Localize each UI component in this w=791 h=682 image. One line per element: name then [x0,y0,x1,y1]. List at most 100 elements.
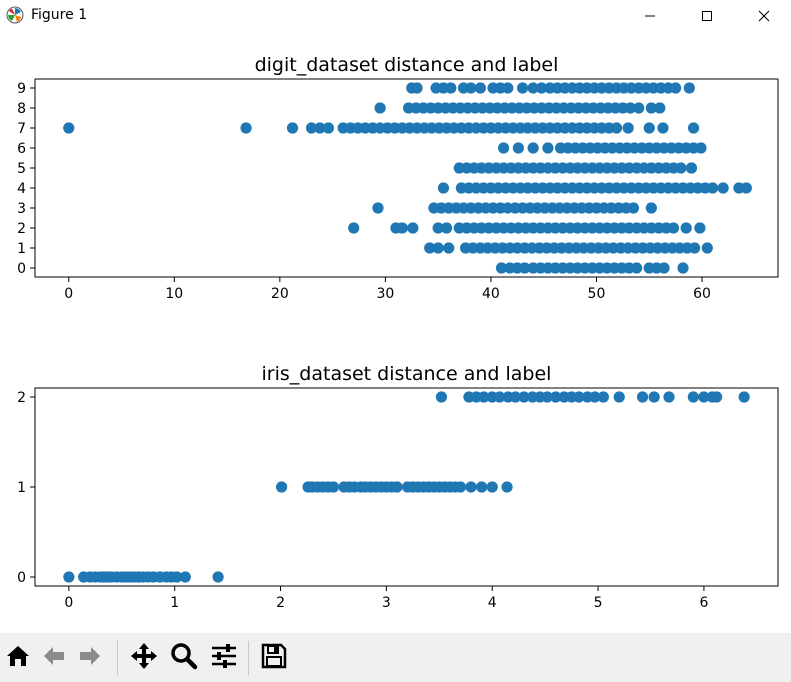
x-tick-label: 1 [170,595,179,611]
data-point [327,481,340,493]
data-point [518,391,530,403]
axes-frame [34,78,779,278]
pan-button[interactable] [128,642,160,674]
data-point [494,391,506,403]
y-tick-label: 0 [17,570,26,586]
x-tick-label: 5 [594,595,603,611]
forward-arrow-icon [76,642,104,674]
data-point [695,142,707,154]
configure-subplots-button[interactable] [208,642,240,674]
minimize-button[interactable] [627,0,673,32]
data-point [685,162,698,174]
data-point [478,391,490,403]
x-tick-label: 60 [693,286,711,302]
data-point [654,102,666,114]
y-tick-label: 2 [17,221,26,237]
y-tick-label: 1 [17,480,26,496]
data-point [645,102,657,114]
data-point [550,391,562,403]
data-point [476,481,488,493]
data-point [501,481,513,493]
back-button[interactable] [38,642,70,674]
data-point [643,122,655,134]
data-point [445,82,457,94]
y-tick-label: 0 [17,261,26,277]
data-point [630,262,643,274]
data-point [740,182,752,194]
y-tick-label: 6 [17,141,26,157]
y-tick-label: 9 [17,81,26,97]
x-tick-label: 40 [482,286,500,302]
data-point [663,391,675,403]
data-point [689,242,701,254]
x-tick-label: 3 [382,595,391,611]
minimize-icon [644,10,656,22]
data-point [535,82,548,94]
toolbar-separator [117,641,118,675]
data-point [687,122,700,134]
pan-icon [129,641,159,675]
data-point [454,481,467,493]
zoom-icon [169,641,199,675]
figure-canvas[interactable]: digit_dataset distance and label 0 10 20 30 4… [0,32,791,633]
data-point [437,182,450,194]
chart-title: digit_dataset distance and label [255,54,559,76]
data-point [680,222,692,234]
data-point [171,571,183,583]
x-tick-label: 30 [376,286,394,302]
data-point [411,82,423,94]
data-point [497,142,510,154]
data-point [276,481,288,493]
data-point [348,222,360,234]
data-point [212,571,224,583]
home-button[interactable] [2,642,34,674]
data-point [701,242,713,254]
zoom-button[interactable] [168,642,200,674]
data-point [597,391,609,403]
data-point [486,481,498,493]
data-point [465,481,477,493]
x-tick-label: 0 [64,286,73,302]
axes-2: iris_dataset distance and label 0 1 2 3 4 5 6 0 1… [17,363,779,611]
matplotlib-logo-icon [6,6,24,24]
data-point [694,222,706,234]
data-point [305,122,318,134]
data-point [717,182,729,194]
data-point [541,391,553,403]
forward-button[interactable] [74,642,106,674]
maximize-button[interactable] [684,0,730,32]
data-point [633,102,645,114]
data-point [657,122,669,134]
x-tick-label: 6 [699,595,708,611]
back-arrow-icon [40,642,68,674]
x-tick-label: 4 [488,595,497,611]
y-tick-label: 5 [17,161,26,177]
data-point [527,82,539,94]
save-button[interactable] [258,642,290,674]
data-point [667,222,680,234]
data-point [435,391,448,403]
data-point [622,122,634,134]
data-point [396,222,408,234]
data-point [687,391,699,403]
data-point [443,242,455,254]
data-point [502,82,514,94]
data-point [670,82,682,94]
data-point [706,182,719,194]
data-point [573,391,585,403]
data-point [179,571,191,583]
data-point [711,391,723,403]
maximize-icon [701,10,713,22]
data-point [677,262,689,274]
data-point [645,202,657,214]
data-point [509,391,522,403]
y-tick-label: 4 [17,181,26,197]
data-point [627,202,640,214]
close-button[interactable] [741,0,787,32]
x-tick-label: 10 [165,286,183,302]
data-point [698,391,710,403]
data-point [314,122,326,134]
data-point [441,222,453,234]
